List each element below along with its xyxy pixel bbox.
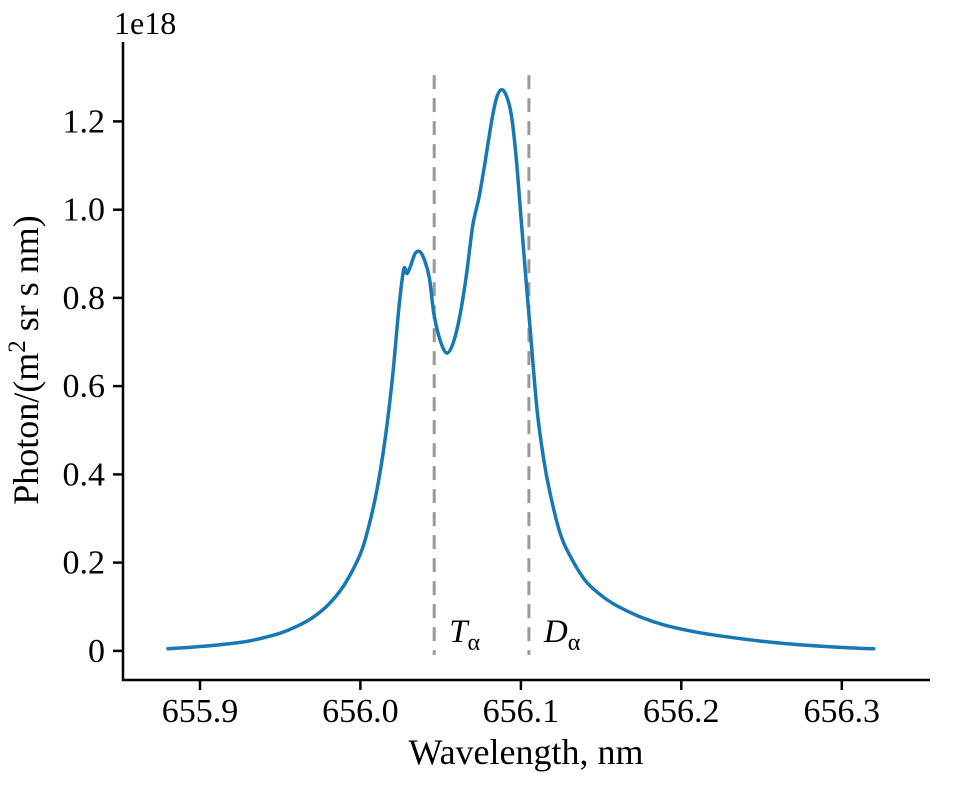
y-tick-label: 0.6 xyxy=(63,368,106,405)
y-axis-offset-label: 1e18 xyxy=(114,5,176,41)
series-spectral-line-profile xyxy=(166,87,876,651)
reference-lines: Tα Dα xyxy=(432,75,581,656)
x-tick-label: 656.0 xyxy=(322,693,399,730)
axes-spines xyxy=(121,42,930,682)
x-tick-label: 656.1 xyxy=(483,693,560,730)
y-axis-label-suffix: sr s nm) xyxy=(6,215,46,340)
x-tick-label: 656.3 xyxy=(804,693,881,730)
y-tick-label: 0.2 xyxy=(63,545,106,582)
x-axis-label: Wavelength, nm xyxy=(408,732,643,772)
vline-label-d-alpha: Dα xyxy=(543,614,581,656)
y-axis-label-superscript: 2 xyxy=(4,340,31,353)
x-tick-label: 656.2 xyxy=(643,693,720,730)
y-tick-label: 1.0 xyxy=(63,192,106,229)
axes-spine-path xyxy=(121,42,930,682)
y-tick-label: 0 xyxy=(88,633,105,670)
y-tick-label: 1.2 xyxy=(63,103,106,140)
y-tick-label: 0.8 xyxy=(63,280,106,317)
y-axis-label-prefix: Photon/(m xyxy=(6,353,46,505)
y-axis-label: Photon/(m2 sr s nm) xyxy=(4,215,46,505)
y-tick-label: 0.4 xyxy=(63,456,106,493)
vline-label-t-alpha: Tα xyxy=(449,614,480,656)
x-tick-label: 655.9 xyxy=(162,693,239,730)
axis-ticks: 655.9 656.0 656.1 656.2 656.3 0 0.2 0.4 0.6 0.8 1.… xyxy=(63,103,881,730)
data-series xyxy=(166,87,876,651)
